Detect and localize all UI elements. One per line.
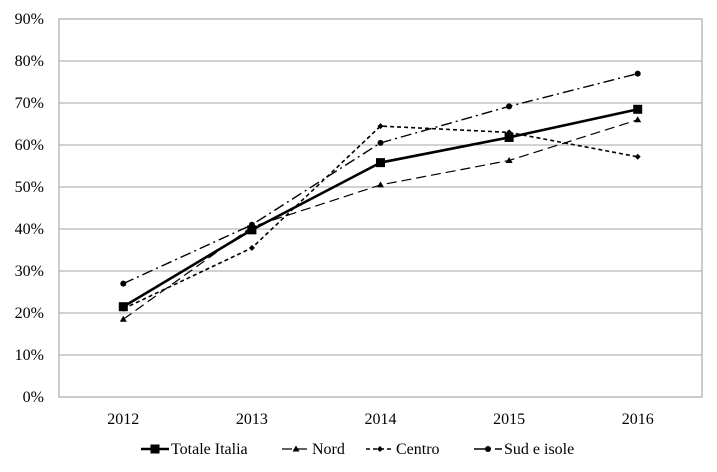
legend-marker	[485, 446, 491, 452]
legend: Totale Italia Nord Centro Sud e isole	[141, 441, 574, 458]
x-axis-tick-labels: 2012 2013 2014 2015 2016	[107, 411, 653, 428]
legend-marker	[150, 444, 160, 454]
legend-entry: Sud e isole	[474, 441, 574, 458]
y-tick-label: 20%	[15, 305, 44, 322]
data-point	[506, 129, 513, 136]
series-line	[123, 72, 638, 285]
legend-label: Nord	[312, 441, 345, 458]
series-sud-e-isole	[120, 70, 641, 287]
y-tick-label: 10%	[15, 347, 44, 364]
series-centro	[120, 123, 641, 312]
legend-label: Totale Italia	[171, 441, 248, 458]
data-point	[119, 315, 127, 322]
data-point	[633, 104, 643, 114]
x-tick-label: 2015	[493, 411, 525, 428]
legend-label: Centro	[396, 441, 440, 458]
y-tick-label: 60%	[15, 137, 44, 154]
y-tick-label: 80%	[15, 53, 44, 70]
series-nord	[119, 116, 642, 322]
data-point	[634, 116, 642, 123]
data-point	[248, 221, 255, 228]
legend-label: Sud e isole	[504, 441, 574, 458]
data-point	[506, 103, 513, 110]
legend-entry: Nord	[282, 441, 345, 458]
y-tick-label: 70%	[15, 95, 44, 112]
y-tick-label: 40%	[15, 221, 44, 238]
legend-entry: Totale Italia	[141, 441, 248, 458]
y-tick-label: 90%	[15, 11, 44, 28]
data-point	[376, 158, 385, 168]
data-point	[634, 70, 641, 77]
data-point	[248, 244, 255, 251]
series-totale-italia	[118, 104, 643, 312]
y-tick-label: 50%	[15, 179, 44, 196]
data-point	[120, 305, 127, 312]
legend-marker	[292, 445, 300, 452]
x-tick-label: 2016	[622, 411, 654, 428]
data-point	[247, 225, 257, 235]
plot-area-frame	[58, 18, 703, 398]
series-line	[122, 108, 638, 308]
y-axis-tick-labels: 0% 10% 20% 30% 40% 50% 60% 70% 80% 90%	[15, 11, 44, 406]
data-point	[505, 157, 513, 164]
data-point	[634, 153, 641, 160]
data-point	[377, 181, 384, 188]
data-point	[377, 123, 384, 130]
x-tick-label: 2012	[107, 411, 139, 428]
series-line	[122, 125, 638, 310]
series-line	[122, 119, 638, 320]
data-point	[377, 139, 384, 146]
data-point	[504, 132, 514, 142]
y-tick-label: 30%	[15, 263, 44, 280]
y-tick-label: 0%	[23, 389, 44, 406]
legend-entry: Centro	[366, 441, 440, 458]
series-layer	[118, 70, 643, 322]
gridlines	[59, 60, 702, 356]
x-tick-label: 2013	[236, 411, 268, 428]
legend-marker	[377, 446, 383, 452]
x-tick-label: 2014	[365, 411, 397, 428]
data-point	[120, 280, 127, 287]
